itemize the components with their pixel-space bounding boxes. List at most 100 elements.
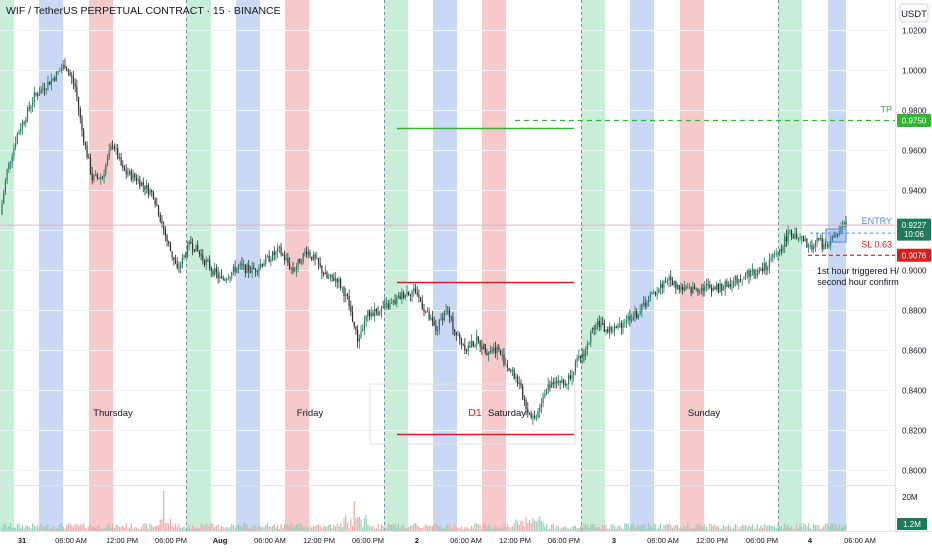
candle-body xyxy=(113,145,115,150)
candle xyxy=(649,291,651,302)
currency-button[interactable]: USDT xyxy=(899,3,929,23)
candle xyxy=(123,164,126,172)
candle xyxy=(185,251,187,259)
candle xyxy=(712,284,714,292)
candle xyxy=(520,379,522,389)
candle xyxy=(13,143,15,161)
volume-bar xyxy=(636,526,638,531)
candle xyxy=(666,277,668,286)
candle xyxy=(125,164,127,179)
candle-body xyxy=(23,122,25,123)
candle-body xyxy=(67,70,69,73)
annotation-text: 1st hour triggered H/ xyxy=(817,266,900,276)
volume-bar xyxy=(319,525,321,531)
candle xyxy=(454,328,456,337)
volume-bar xyxy=(755,528,757,531)
volume-bar xyxy=(831,524,833,531)
volume-bar xyxy=(220,526,223,531)
volume-bar xyxy=(649,525,651,531)
volume-bar xyxy=(89,524,92,531)
volume-bar xyxy=(229,527,231,531)
candle xyxy=(702,283,704,297)
volume-bar xyxy=(685,527,687,531)
volume-bar xyxy=(826,523,828,531)
candle-body xyxy=(282,254,284,256)
volume-bar xyxy=(666,523,668,531)
volume-bar xyxy=(816,524,818,531)
volume-bar xyxy=(370,526,372,531)
candle xyxy=(387,299,389,311)
volume-bar xyxy=(35,526,37,531)
candle xyxy=(96,172,98,181)
volume-bar xyxy=(343,517,345,531)
volume-bar xyxy=(244,523,246,531)
candle-body xyxy=(479,340,481,347)
volume-bar xyxy=(702,526,704,531)
candle-body xyxy=(232,266,235,273)
volume-bar xyxy=(287,525,289,531)
candle xyxy=(338,276,340,288)
candle xyxy=(74,78,76,93)
candle xyxy=(777,250,779,261)
candle-body xyxy=(423,309,425,312)
volume-bar xyxy=(687,523,689,531)
price-axis[interactable]: 1.02001.00000.98000.96000.94000.92000.90… xyxy=(896,0,932,531)
volume-session-band xyxy=(482,486,506,531)
candle xyxy=(503,348,505,368)
candle-body xyxy=(443,310,446,321)
candle-body xyxy=(26,107,29,120)
volume-bar xyxy=(355,517,357,531)
volume-bar xyxy=(416,524,418,531)
candle xyxy=(615,325,617,329)
candle-body xyxy=(532,415,534,418)
candle-body xyxy=(692,286,694,294)
volume-bar xyxy=(634,527,636,531)
candle xyxy=(644,296,646,310)
volume-bar xyxy=(653,523,655,531)
candle xyxy=(756,268,759,279)
candle xyxy=(365,314,367,327)
volume-bar xyxy=(1,527,3,531)
candle-body xyxy=(843,222,845,224)
candle xyxy=(33,86,35,108)
volume-bar xyxy=(566,527,568,531)
candle-body xyxy=(125,170,127,174)
candle xyxy=(665,276,667,283)
volume-bar xyxy=(394,523,396,531)
candle xyxy=(770,254,772,263)
price-tick-label: 0.8000 xyxy=(902,467,927,476)
sl-badge-text: 0.9076 xyxy=(902,251,927,260)
time-axis[interactable]: 31 06:00 AM 12:00 PM 06:00 PM Aug 06:00 AM 12:… xyxy=(0,532,932,550)
volume-bar xyxy=(72,526,75,531)
candle-body xyxy=(299,259,301,264)
candle xyxy=(408,291,410,297)
candle xyxy=(260,258,262,270)
volume-bar xyxy=(120,526,122,531)
candle xyxy=(132,169,134,184)
candle-body xyxy=(42,88,44,90)
volume-bar xyxy=(195,527,197,531)
candle xyxy=(622,319,624,335)
candle-body xyxy=(147,184,149,195)
candle-body xyxy=(266,255,269,257)
candle-body xyxy=(608,326,611,333)
volume-bar xyxy=(18,523,20,531)
volume-bar xyxy=(161,519,163,531)
candle-body xyxy=(457,334,459,336)
candle xyxy=(134,172,136,182)
candle xyxy=(265,254,267,267)
volume-bar xyxy=(254,524,257,531)
candle-body xyxy=(176,263,178,268)
candle xyxy=(727,280,730,289)
candle-body xyxy=(321,265,323,273)
volume-bar xyxy=(528,520,531,531)
candle-body xyxy=(661,283,663,288)
candle xyxy=(112,140,114,150)
candle xyxy=(765,261,767,276)
candle-body xyxy=(96,174,98,178)
volume-bar xyxy=(294,526,296,531)
candle xyxy=(554,377,556,389)
candle xyxy=(762,262,764,275)
